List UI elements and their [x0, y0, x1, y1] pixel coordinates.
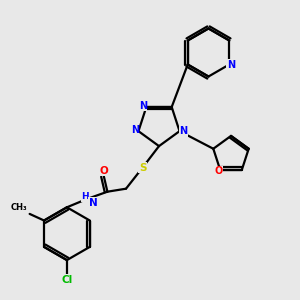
Text: N: N — [131, 125, 139, 135]
Text: N: N — [139, 101, 147, 111]
Text: O: O — [214, 166, 223, 176]
Text: N: N — [227, 59, 235, 70]
Text: Cl: Cl — [61, 275, 73, 285]
Text: O: O — [99, 166, 108, 176]
Text: CH₃: CH₃ — [11, 202, 27, 211]
Text: N: N — [88, 198, 98, 208]
Text: S: S — [139, 163, 146, 173]
Text: N: N — [179, 126, 187, 136]
Text: H: H — [81, 192, 89, 201]
